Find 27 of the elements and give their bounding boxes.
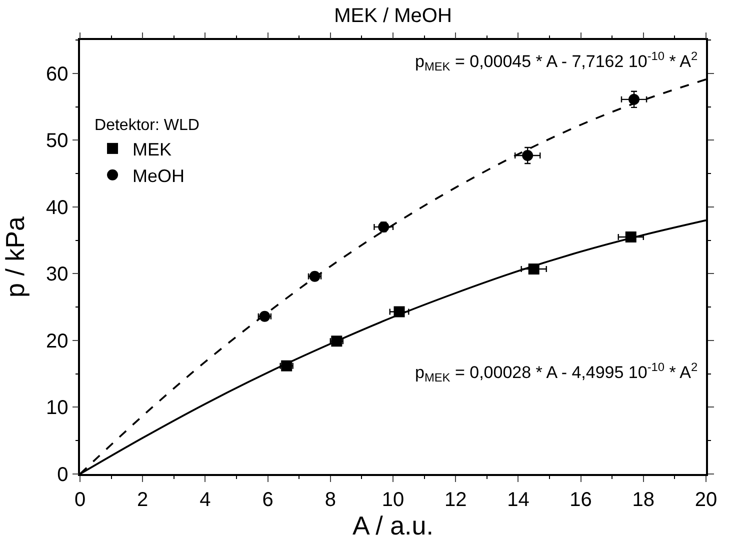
y-tick-label: 30: [46, 264, 68, 286]
legend-label: MEK: [132, 139, 172, 160]
legend-title: Detektor: WLD: [94, 117, 200, 134]
y-tick-label: 40: [46, 196, 68, 219]
x-tick-label: 0: [74, 488, 86, 511]
x-tick-label: 12: [444, 488, 467, 511]
y-tick-label: 60: [46, 63, 68, 86]
point: [522, 150, 534, 162]
x-tick-label: 10: [382, 488, 404, 511]
x-tick-label: 16: [570, 488, 592, 511]
annotation: p$_{MEK}$ = 0,00045 * A - 7,7162 10$^{-10}$ * A$^{2}$: [415, 49, 698, 74]
chart-title: MEK / MeOH: [334, 5, 452, 28]
x-tick-label: 18: [632, 488, 655, 511]
x-axis-title: A / a.u.: [352, 510, 434, 541]
x-tick-label: 4: [200, 488, 211, 511]
y-tick-label: 20: [46, 330, 68, 352]
x-tick-label: 2: [137, 488, 148, 511]
y-tick-label: 10: [46, 397, 68, 420]
legend-label: MeOH: [132, 166, 185, 186]
x-tick-label: 6: [262, 488, 274, 511]
x-tick-label: 14: [507, 488, 530, 511]
x-tick-label: 8: [324, 488, 336, 511]
y-tick-label: 50: [46, 130, 68, 152]
x-tick-label: 20: [694, 488, 718, 511]
annotation: p$_{MEK}$ = 0,00028 * A - 4,4995 10$^{-10}$ * A$^{2}$: [415, 360, 698, 385]
y-axis-title: p / kPa: [0, 216, 30, 298]
y-tick-label: 0: [57, 464, 68, 486]
